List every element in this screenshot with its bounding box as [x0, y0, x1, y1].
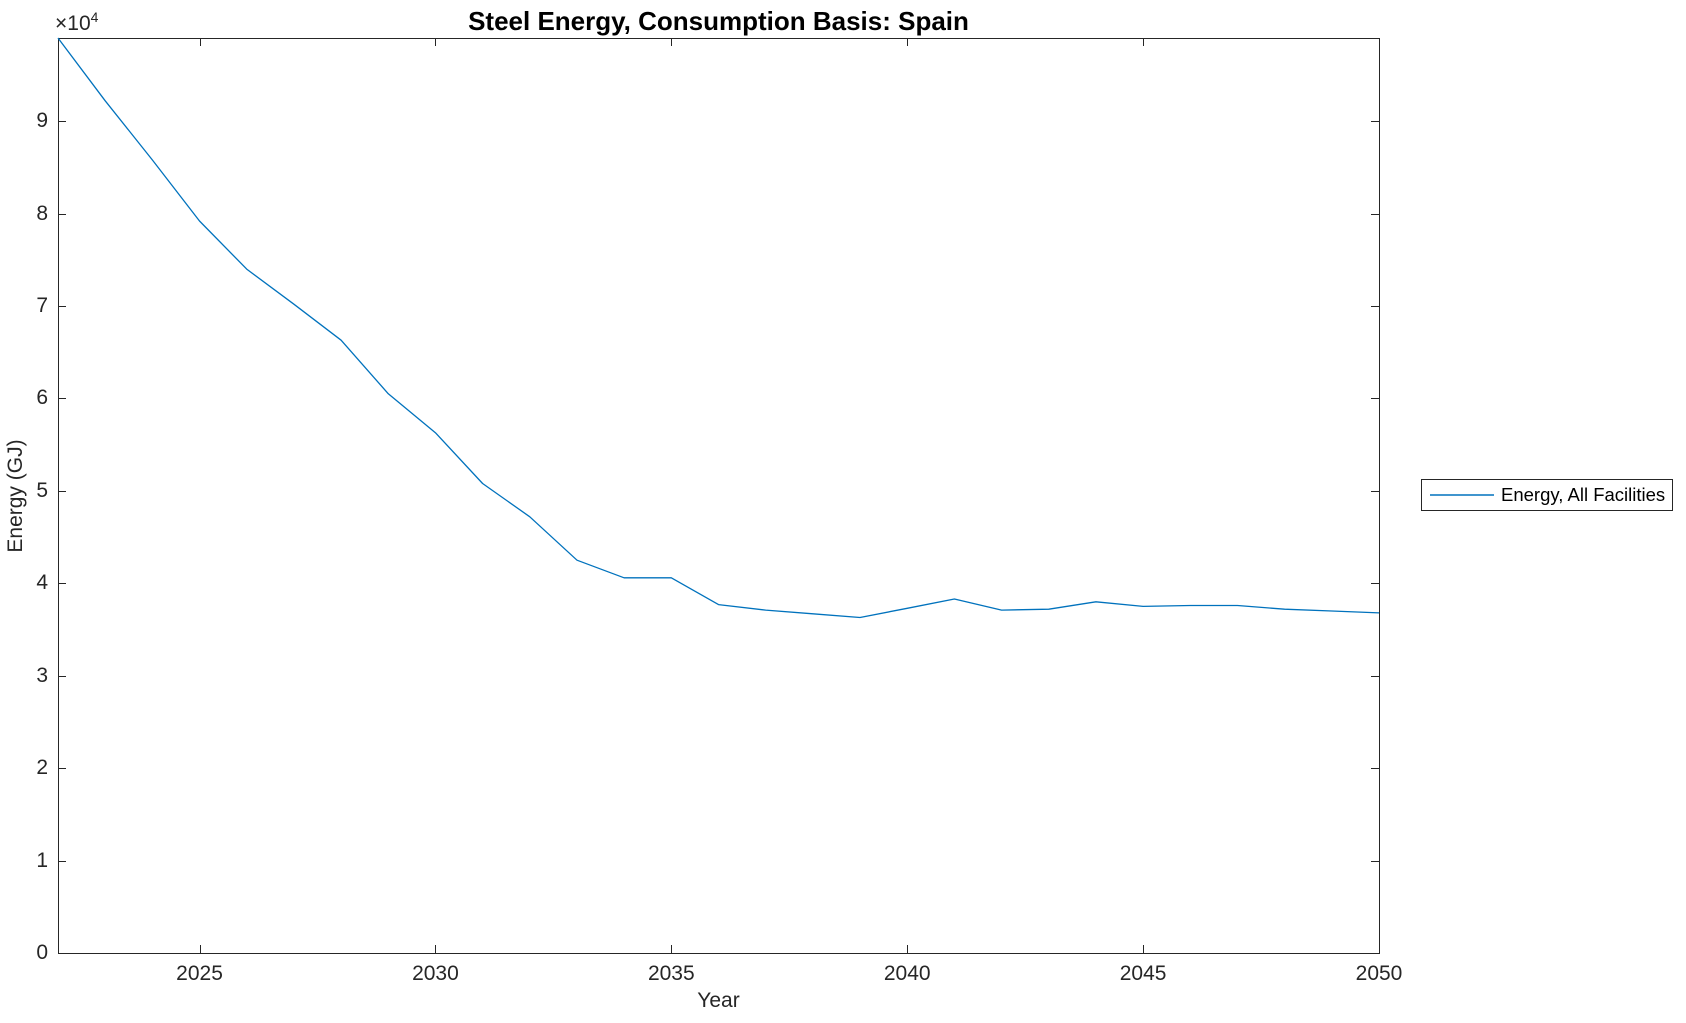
chart-title: Steel Energy, Consumption Basis: Spain — [468, 6, 969, 36]
y-tick-label: 6 — [36, 386, 48, 410]
y-axis-multiplier-base: ×10 — [55, 12, 91, 35]
x-tick-label: 2045 — [1119, 962, 1167, 985]
x-tick-label: 2025 — [176, 962, 223, 985]
legend-box: Energy, All Facilities — [1421, 479, 1673, 511]
y-axis-multiplier-exponent: 4 — [90, 9, 99, 25]
x-tick-label: 2035 — [647, 962, 695, 985]
y-tick-label: 4 — [36, 571, 48, 595]
axes-box — [58, 38, 1380, 954]
y-tick-label: 1 — [36, 848, 48, 872]
y-tick-label: 8 — [36, 201, 48, 225]
y-tick-label: 7 — [36, 294, 48, 318]
y-tick-label: 5 — [36, 478, 48, 502]
y-axis-multiplier: ×104 — [55, 9, 98, 36]
legend-entry-label: Energy, All Facilities — [1501, 484, 1666, 505]
x-tick-label: 2030 — [412, 962, 459, 985]
x-axis-label: Year — [697, 989, 740, 1012]
x-tick-label: 2050 — [1355, 962, 1403, 985]
series-line-energy — [57, 37, 1380, 619]
axis-ticks — [58, 38, 1380, 954]
y-tick-label: 0 — [36, 941, 48, 964]
legend-line-sample — [1430, 494, 1494, 496]
x-tick-label: 2040 — [883, 962, 931, 985]
y-tick-label: 3 — [36, 663, 48, 687]
y-tick-label: 9 — [36, 109, 48, 133]
y-tick-label: 2 — [36, 756, 48, 780]
